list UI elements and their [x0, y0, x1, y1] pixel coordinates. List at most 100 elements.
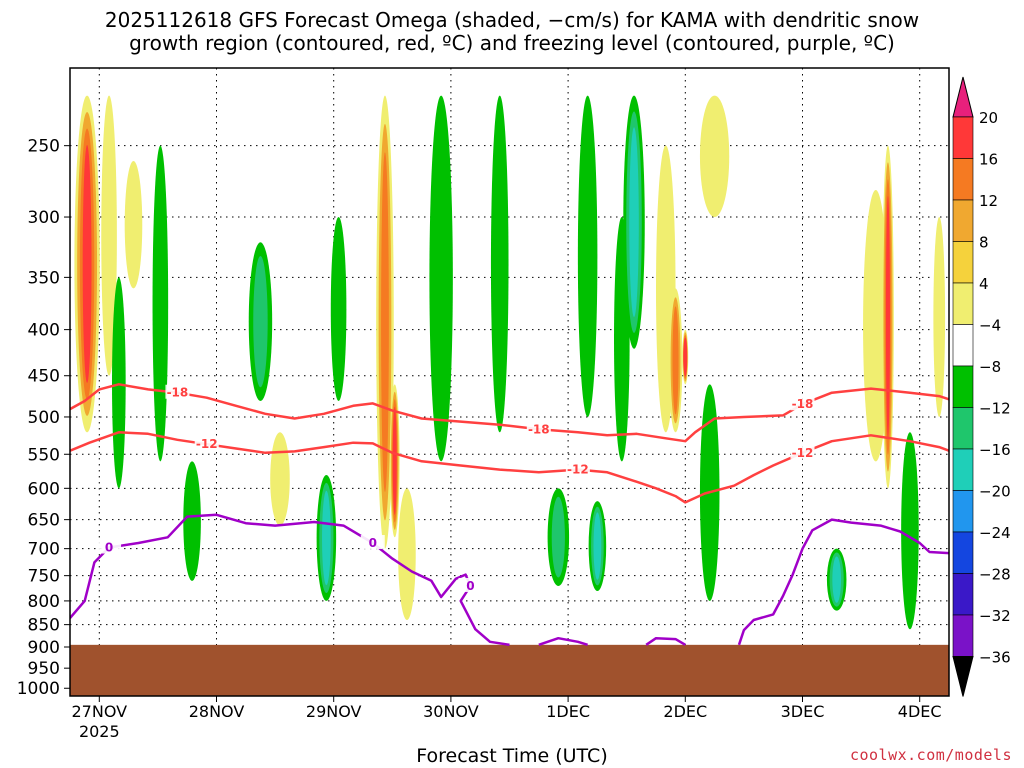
omega-feature-5-shell-0	[183, 461, 201, 581]
omega-feature-23-shell-0	[699, 95, 730, 218]
omega-feature-22-shell-3	[683, 337, 688, 377]
contour-label-bg-1-2	[790, 444, 815, 459]
colorbar-segment-2	[952, 199, 974, 242]
y-axis: 2503003504004505005506006507007508008509…	[17, 137, 70, 699]
omega-feature-29-shell-0	[933, 217, 946, 417]
contour-label-bg-2-2	[458, 577, 483, 592]
grid-layer	[70, 68, 949, 696]
colorbar-label-8: −16	[979, 441, 1011, 459]
y-tick-label-300: 300	[28, 208, 60, 228]
colorbar-label-1: 16	[979, 151, 998, 169]
contour-label-2-1: 0	[369, 536, 377, 550]
omega-feature-17-shell-2	[593, 512, 602, 580]
omega-feature-11-shell-3	[392, 406, 397, 515]
colorbar-segment-4	[952, 282, 974, 325]
plot-frame	[69, 67, 950, 697]
y-tick-label-750: 750	[28, 567, 60, 587]
y-tick-label-900: 900	[28, 638, 60, 658]
chart-title-line2: growth region (contoured, red, ºC) and f…	[129, 31, 895, 55]
x-tick-label-3DEC: 3DEC	[781, 702, 825, 721]
x-tick-label-29NOV: 29NOV	[306, 702, 362, 721]
colorbar-label-4: 4	[979, 275, 989, 293]
contour-label-bg-0-0	[165, 384, 190, 399]
colorbar: 20 16 12 8 4 −4 −8 −12 −16 −20 −24 −28 −32 −36	[952, 76, 1011, 697]
y-tick-label-350: 350	[28, 268, 60, 288]
y-tick-label-250: 250	[28, 137, 60, 157]
chart-title-line1: 2025112618 GFS Forecast Omega (shaded, −…	[104, 8, 920, 32]
omega-feature-28-shell-0	[901, 432, 919, 630]
colorbar-label-5: −4	[979, 317, 1001, 335]
y-tick-label-400: 400	[28, 321, 60, 341]
contour-label-1-2: -12	[792, 446, 814, 460]
y-tick-label-850: 850	[28, 616, 60, 636]
contour-segment-3	[538, 636, 588, 646]
colorbar-segment-9	[952, 490, 974, 533]
terrain-fill	[70, 644, 949, 696]
terrain-layer	[70, 644, 949, 696]
colorbar-segment-11	[952, 573, 974, 616]
y-tick-label-950: 950	[28, 659, 60, 679]
colorbar-label-7: −12	[979, 400, 1011, 418]
y-tick-label-450: 450	[28, 367, 60, 387]
omega-feature-16-shell-0	[577, 95, 598, 417]
omega-feature-21-shell-2	[672, 306, 679, 415]
credit-link[interactable]: coolwx.com/models	[849, 746, 1012, 764]
omega-feature-26-shell-0	[863, 190, 889, 462]
omega-feature-19-shell-2	[629, 127, 639, 318]
contour-label-bg-1-0	[194, 436, 219, 451]
y-tick-label-1000: 1000	[17, 679, 60, 699]
colorbar-segment-0	[952, 116, 974, 159]
y-tick-label-650: 650	[28, 511, 60, 531]
contour-label-bg-2-0	[97, 539, 122, 554]
omega-feature-12-shell-0	[398, 488, 416, 621]
contour-label-0-1: -18	[528, 422, 550, 436]
x-tick-label-2DEC: 2DEC	[663, 702, 707, 721]
omega-feature-1-shell-0	[101, 95, 117, 376]
omega-feature-15-shell-1	[551, 496, 565, 578]
colorbar-label-10: −24	[979, 524, 1011, 542]
contour-segment-5	[737, 518, 949, 646]
contour-label-2-2: 0	[466, 579, 474, 593]
colorbar-segment-7	[952, 407, 974, 450]
omega-feature-3-shell-0	[111, 277, 126, 489]
x-tick-label-30NOV: 30NOV	[423, 702, 479, 721]
contour-segment-4	[645, 636, 686, 646]
omega-feature-25-shell-2	[832, 556, 842, 603]
contour-label-2-0: 0	[105, 541, 113, 555]
colorbar-label-12: −32	[979, 607, 1011, 625]
colorbar-label-13: −36	[979, 649, 1011, 667]
x-tick-sublabel-27NOV: 2025	[79, 722, 120, 741]
omega-feature-10-shell-2	[381, 152, 389, 493]
omega-feature-14-shell-0	[490, 95, 509, 433]
contour-label-bg-0-2	[790, 396, 815, 411]
omega-feature-2-shell-0	[124, 161, 143, 289]
contour-0-2	[70, 513, 510, 647]
colorbar-segment-5	[952, 324, 974, 367]
colorbar-segment-3	[952, 241, 974, 284]
colorbar-segment-10	[952, 531, 974, 574]
x-tick-label-1DEC: 1DEC	[546, 702, 590, 721]
omega-feature-7-shell-0	[270, 432, 290, 526]
colorbar-label-3: 8	[979, 234, 989, 252]
colorbar-label-9: −20	[979, 483, 1011, 501]
omega-feature-9-shell-0	[330, 217, 347, 401]
y-tick-label-800: 800	[28, 592, 60, 612]
omega-shading-layer	[74, 95, 946, 630]
contour-label-bg-2-1	[360, 535, 385, 550]
colorbar-label-6: −8	[979, 358, 1001, 376]
contour-label-bg-0-1	[526, 421, 551, 436]
colorbar-segment-6	[952, 365, 974, 408]
contour-label-1-1: -12	[567, 463, 589, 477]
x-tick-label-27NOV: 27NOV	[72, 702, 128, 721]
x-axis-title: Forecast Time (UTC)	[416, 745, 608, 767]
omega-feature-8-shell-2	[322, 490, 331, 586]
x-tick-label-28NOV: 28NOV	[189, 702, 245, 721]
x-tick-label-4DEC: 4DEC	[898, 702, 942, 721]
colorbar-label-2: 12	[979, 192, 998, 210]
y-tick-label-600: 600	[28, 479, 60, 499]
contour-layer: -18 -18 -18 -12 -12 -12 0 0 0	[70, 383, 949, 647]
y-tick-label-550: 550	[28, 445, 60, 465]
colorbar-segment-8	[952, 448, 974, 491]
omega-feature-6-shell-1	[253, 256, 268, 388]
